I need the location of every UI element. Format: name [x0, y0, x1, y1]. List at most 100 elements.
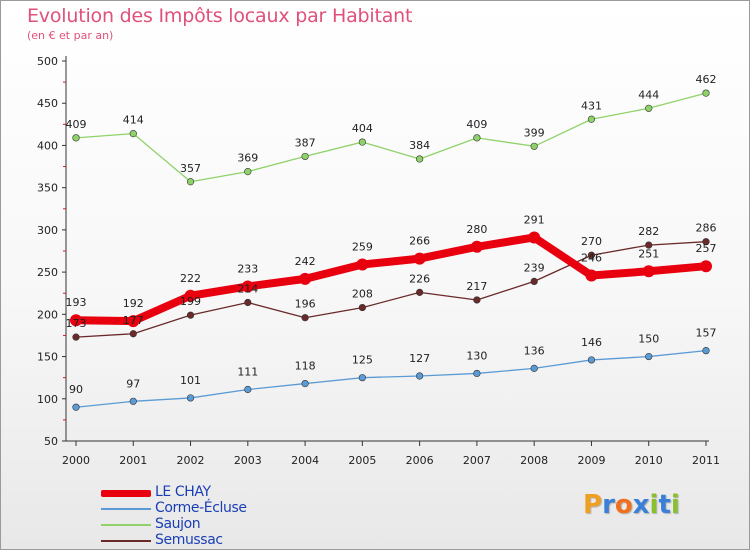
data-point: [186, 311, 195, 319]
data-point: [587, 115, 596, 123]
y-tick-label: 400: [37, 139, 58, 152]
data-label: 282: [638, 225, 659, 238]
y-tick-label: 250: [37, 266, 58, 279]
axes: 50 100 150 200 250 300 350 400 450 500 2000 2001 200…: [37, 55, 720, 467]
x-tick-label: 2009: [577, 454, 605, 467]
x-tick-label: 2000: [62, 454, 90, 467]
data-point: [528, 231, 541, 244]
data-label: 146: [581, 336, 602, 349]
data-point: [356, 258, 369, 271]
data-label: 127: [409, 352, 430, 365]
data-label: 291: [524, 213, 545, 226]
data-label: 409: [66, 118, 87, 131]
data-label: 222: [180, 272, 201, 285]
data-label: 357: [180, 162, 201, 175]
data-label: 97: [126, 377, 140, 390]
data-label: 111: [237, 365, 258, 378]
legend-label: Semussac: [155, 532, 223, 548]
data-label: 251: [638, 247, 659, 260]
data-point: [585, 269, 598, 282]
series-line-Corme-Écluse: [75, 349, 707, 408]
y-tick-label: 350: [37, 182, 58, 195]
data-point: [301, 379, 309, 388]
data-point: [184, 289, 197, 302]
data-point: [530, 364, 538, 372]
legend-item-saujon: Saujon: [101, 516, 301, 533]
legend-label: Corme-Écluse: [155, 500, 247, 516]
data-label: 177: [123, 314, 144, 327]
data-point: [700, 260, 712, 273]
data-label: 280: [466, 223, 487, 236]
logo-letter: i: [649, 490, 659, 520]
data-point: [413, 252, 426, 265]
data-label: 130: [466, 349, 487, 362]
data-point: [72, 333, 80, 341]
x-tick-label: 2002: [177, 454, 205, 467]
data-label: 414: [123, 114, 144, 127]
data-label: 239: [524, 261, 545, 274]
data-point: [301, 314, 309, 322]
data-label: 270: [581, 235, 602, 248]
data-point: [702, 238, 710, 246]
data-label: 286: [696, 222, 717, 235]
data-label: 150: [638, 333, 659, 346]
data-point: [416, 372, 424, 380]
data-point: [416, 288, 424, 296]
data-label: 157: [696, 327, 717, 340]
data-label: 199: [180, 295, 201, 308]
y-tick-label: 100: [37, 393, 58, 406]
data-label: 409: [466, 118, 487, 131]
data-point: [473, 296, 481, 304]
series-lines: [72, 92, 710, 408]
logo-letter: o: [614, 490, 633, 520]
data-point: [70, 314, 82, 327]
data-label: 118: [295, 360, 316, 373]
series-line-Saujon: [75, 92, 707, 183]
data-label: 226: [409, 272, 430, 285]
data-label: 136: [524, 344, 545, 357]
data-label: 193: [66, 296, 87, 309]
chart-title: Evolution des Impôts locaux par Habitant: [27, 5, 413, 27]
data-label: 125: [352, 354, 373, 367]
data-label: 462: [696, 73, 717, 86]
legend-swatch: [101, 540, 151, 542]
x-tick-label: 2007: [463, 454, 491, 467]
data-point: [127, 315, 140, 328]
data-point: [129, 130, 137, 138]
legend-swatch: [101, 524, 151, 526]
x-tick-label: 2003: [234, 454, 262, 467]
data-label: 217: [466, 280, 487, 293]
data-point: [645, 352, 653, 361]
data-label: 208: [352, 288, 373, 301]
data-point: [702, 89, 710, 97]
data-label: 431: [581, 99, 602, 112]
data-point: [530, 142, 538, 150]
y-tick-label: 50: [44, 435, 58, 448]
data-point: [416, 155, 424, 163]
legend-item-semussac: Semussac: [101, 532, 301, 549]
data-point: [473, 369, 481, 378]
series-line-Semussac: [75, 241, 707, 338]
data-point: [244, 385, 252, 394]
y-tick-label: 150: [37, 351, 58, 364]
x-tick-label: 2010: [635, 454, 663, 467]
data-point: [587, 251, 596, 259]
data-label: 257: [696, 242, 717, 255]
y-tick-label: 500: [37, 55, 58, 68]
data-label: 192: [123, 297, 144, 310]
logo-letter: t: [658, 490, 671, 520]
logo-letter: x: [632, 490, 650, 520]
y-tick-label: 200: [37, 308, 58, 321]
data-point: [72, 134, 80, 142]
x-tick-label: 2005: [348, 454, 376, 467]
legend-swatch: [101, 490, 151, 497]
data-label: 196: [295, 298, 316, 311]
series-points: [70, 89, 712, 411]
legend-item-le-chay: LE CHAY: [101, 484, 301, 501]
series-line-LE CHAY: [72, 233, 710, 326]
data-label: 246: [581, 251, 602, 264]
data-label: 90: [69, 383, 83, 396]
data-point: [186, 394, 195, 402]
